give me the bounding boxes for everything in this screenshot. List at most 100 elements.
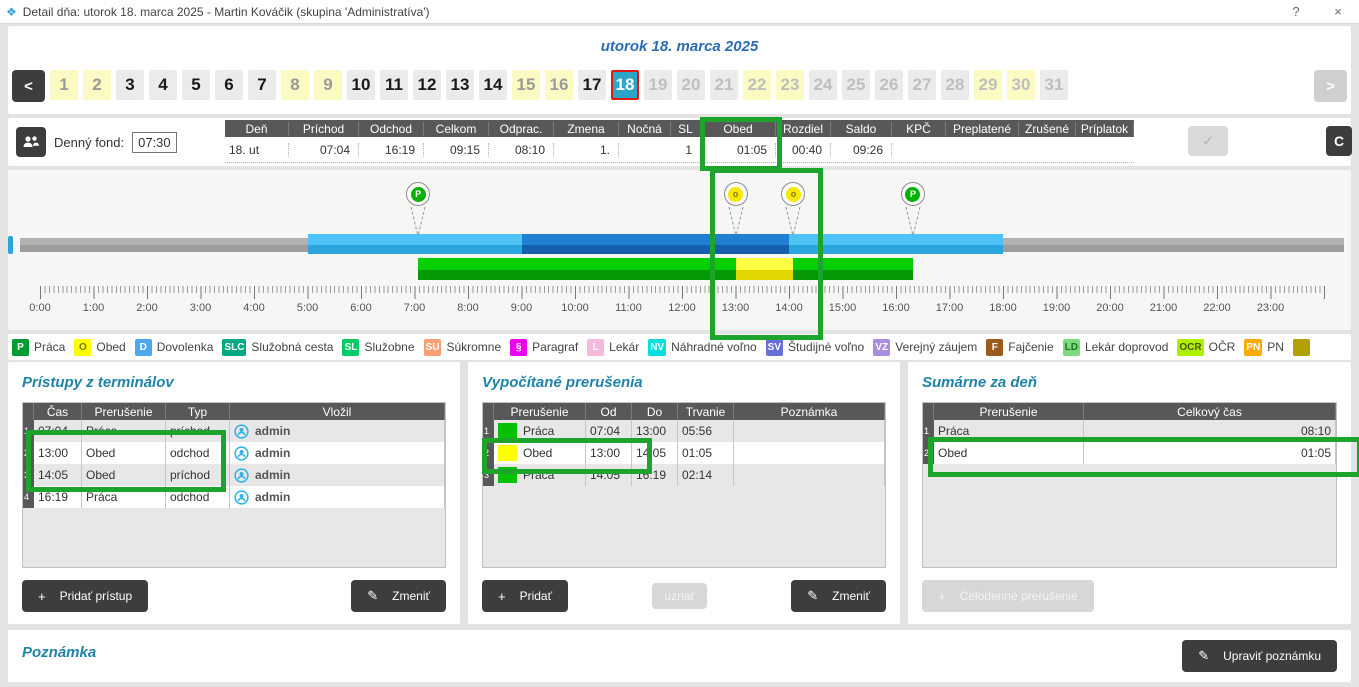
change-break-button[interactable]: ✎ Zmeniť	[791, 580, 886, 612]
approve-button[interactable]: ✓	[1188, 126, 1228, 156]
summary-col-header: Odchod	[359, 121, 424, 136]
legend-swatch: P	[12, 338, 29, 356]
legend-swatch: SU	[423, 338, 442, 356]
legend-label: Dovolenka	[156, 340, 214, 354]
day-cell-7[interactable]: 7	[248, 70, 276, 100]
day-cell-5[interactable]: 5	[182, 70, 210, 100]
day-cell-8[interactable]: 8	[281, 70, 309, 100]
day-totals-title: Sumárne za deň	[922, 374, 1038, 391]
day-cell-2[interactable]: 2	[83, 70, 111, 100]
cell-note	[734, 464, 885, 486]
computed-breaks-title: Vypočítané prerušenia	[482, 374, 643, 391]
day-cell-13[interactable]: 13	[446, 70, 474, 100]
summary-value-cell: 08:10	[489, 142, 554, 157]
day-cell-16[interactable]: 16	[545, 70, 573, 100]
table-row[interactable]: 3 Práca 14:05 16:19 02:14	[483, 464, 885, 486]
column-header: Prerušenie	[82, 403, 166, 420]
help-button[interactable]: ?	[1292, 4, 1300, 19]
cell-break-type: Práca	[934, 420, 1084, 442]
day-cell-28[interactable]: 28	[941, 70, 969, 100]
next-day-button[interactable]: >	[1314, 70, 1347, 102]
day-cell-26[interactable]: 26	[875, 70, 903, 100]
day-cell-15[interactable]: 15	[512, 70, 540, 100]
day-cell-19[interactable]: 19	[644, 70, 672, 100]
cell-time: 07:04	[34, 420, 82, 442]
timeline-hour-label: 10:00	[561, 302, 589, 314]
daily-fund-value[interactable]: 07:30	[132, 131, 177, 153]
group-icon[interactable]	[16, 127, 46, 157]
recalculate-button[interactable]: C	[1326, 126, 1352, 156]
day-totals-panel: Sumárne za deň Prerušenie Celkový čas 1 Prá…	[908, 362, 1351, 624]
add-break-button[interactable]: + Pridať	[482, 580, 569, 612]
day-cell-6[interactable]: 6	[215, 70, 243, 100]
cell-duration: 02:14	[678, 464, 734, 486]
day-cell-11[interactable]: 11	[380, 70, 408, 100]
table-row[interactable]: 1 07:04 Práca príchod admin	[23, 420, 445, 442]
acknowledge-button[interactable]: uznať	[652, 583, 707, 609]
timeline-hour-label: 8:00	[457, 302, 479, 314]
timeline-scroll-nub[interactable]	[8, 236, 13, 254]
row-number: 2	[483, 442, 494, 464]
day-cell-18[interactable]: 18	[611, 70, 639, 100]
table-row[interactable]: 2 Obed 13:00 14:05 01:05	[483, 442, 885, 464]
day-cell-14[interactable]: 14	[479, 70, 507, 100]
timeline-hour-label: 14:00	[775, 302, 803, 314]
table-row[interactable]: 4 16:19 Práca odchod admin	[23, 486, 445, 508]
row-number: 1	[923, 420, 934, 442]
day-cell-30[interactable]: 30	[1007, 70, 1035, 100]
fullday-break-button[interactable]: + Celodenné prerušenie	[922, 580, 1094, 612]
day-cell-31[interactable]: 31	[1040, 70, 1068, 100]
day-cell-24[interactable]: 24	[809, 70, 837, 100]
pencil-icon: ✎	[1198, 648, 1210, 663]
day-cell-3[interactable]: 3	[116, 70, 144, 100]
table-row[interactable]: 1 Práca 08:10	[923, 420, 1336, 442]
cell-break-type: Obed	[82, 464, 166, 486]
cell-inserted-by: admin	[230, 420, 445, 442]
terminal-accesses-title: Prístupy z terminálov	[22, 374, 174, 391]
calendar-section: utorok 18. marca 2025 < 1 2 3 4 5 6 7 8 9 10 11 12 1…	[8, 26, 1351, 114]
legend-item	[1292, 338, 1310, 356]
day-cell-4[interactable]: 4	[149, 70, 177, 100]
change-access-button[interactable]: ✎ Zmeniť	[351, 580, 446, 612]
day-cell-23[interactable]: 23	[776, 70, 804, 100]
summary-col-header: Deň	[225, 121, 289, 136]
day-cell-20[interactable]: 20	[677, 70, 705, 100]
summary-value-cell: 00:40	[776, 142, 831, 157]
column-header: Prerušenie	[934, 403, 1084, 420]
day-cell-1[interactable]: 1	[50, 70, 78, 100]
day-cell-27[interactable]: 27	[908, 70, 936, 100]
day-cell-10[interactable]: 10	[347, 70, 375, 100]
add-access-button[interactable]: + Pridať prístup	[22, 580, 149, 612]
timeline-pin[interactable]: o	[723, 182, 749, 243]
day-cell-12[interactable]: 12	[413, 70, 441, 100]
close-button[interactable]: ×	[1334, 4, 1342, 19]
note-section: Poznámka ✎ Upraviť poznámku	[8, 630, 1351, 682]
table-row[interactable]: 2 13:00 Obed odchod admin	[23, 442, 445, 464]
timeline-ruler-hour-ticks	[40, 286, 1325, 299]
day-cell-9[interactable]: 9	[314, 70, 342, 100]
table-row[interactable]: 1 Práca 07:04 13:00 05:56	[483, 420, 885, 442]
day-cell-21[interactable]: 21	[710, 70, 738, 100]
day-cell-22[interactable]: 22	[743, 70, 771, 100]
computed-breaks-panel: Vypočítané prerušenia Prerušenie Od Do Trva…	[468, 362, 900, 624]
table-row[interactable]: 3 14:05 Obed príchod admin	[23, 464, 445, 486]
row-number: 3	[23, 464, 34, 486]
timeline-pin[interactable]: o	[780, 182, 806, 243]
timeline-hour-label: 15:00	[828, 302, 857, 314]
day-cell-29[interactable]: 29	[974, 70, 1002, 100]
summary-col-header: Nočná	[619, 121, 671, 136]
legend-label: Fajčenie	[1008, 340, 1054, 354]
timeline-pin[interactable]: P	[405, 182, 431, 243]
day-cell-25[interactable]: 25	[842, 70, 870, 100]
timeline-pin[interactable]: P	[900, 182, 926, 243]
legend-label: Služobne	[364, 340, 415, 354]
edit-note-button[interactable]: ✎ Upraviť poznámku	[1182, 640, 1337, 672]
cell-break-type: Práca	[494, 420, 586, 442]
table-row[interactable]: 2 Obed 01:05	[923, 442, 1336, 464]
daily-fund-label: Denný fond:	[54, 134, 125, 150]
prev-day-button[interactable]: <	[12, 70, 45, 102]
day-cell-17[interactable]: 17	[578, 70, 606, 100]
legend-item: SL Služobne	[342, 338, 415, 356]
legend-item: PN PN	[1244, 338, 1284, 356]
